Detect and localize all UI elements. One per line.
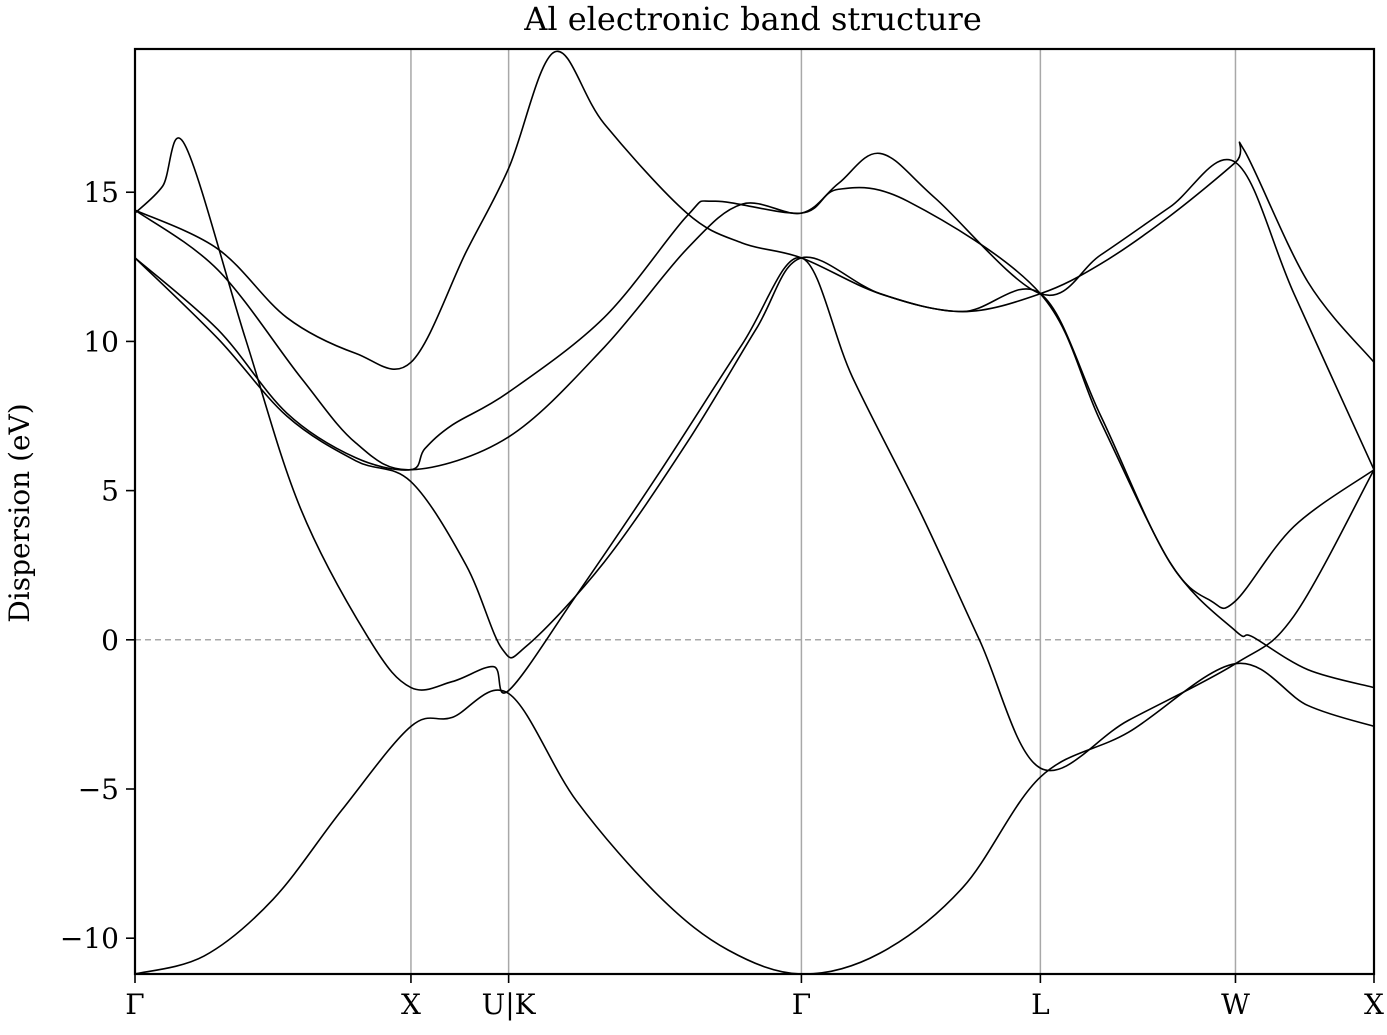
chart-title: Al electronic band structure (523, 0, 982, 38)
x-tick-label: W (1221, 988, 1250, 1021)
x-tick-label: U|K (482, 988, 537, 1021)
y-axis-label: Dispersion (eV) (3, 403, 36, 622)
x-tick-label: Γ (125, 988, 144, 1021)
plot-frame (133, 47, 1376, 976)
x-tick-label: X (1364, 988, 1384, 1021)
band-6-line (134, 50, 1375, 370)
band-4-line (134, 186, 1375, 609)
x-tick-label: X (401, 988, 421, 1021)
kpoint-gridlines (410, 49, 1237, 974)
y-tick-label: 15 (83, 176, 119, 209)
y-axis: 15 10 5 0 −5 −10 (60, 176, 135, 955)
x-axis: Γ X U|K Γ L W X (125, 974, 1384, 1021)
x-tick-label: L (1031, 988, 1050, 1021)
band-1-line (134, 662, 1375, 975)
y-tick-label: −10 (60, 922, 119, 955)
x-tick-label: Γ (792, 988, 811, 1021)
y-tick-label: 5 (101, 475, 119, 508)
band-2-line (134, 137, 1375, 772)
y-tick-label: 0 (101, 624, 119, 657)
y-tick-label: −5 (78, 773, 119, 806)
y-tick-label: 10 (83, 325, 119, 358)
band-5-line (134, 152, 1375, 471)
band-lines (134, 50, 1375, 975)
